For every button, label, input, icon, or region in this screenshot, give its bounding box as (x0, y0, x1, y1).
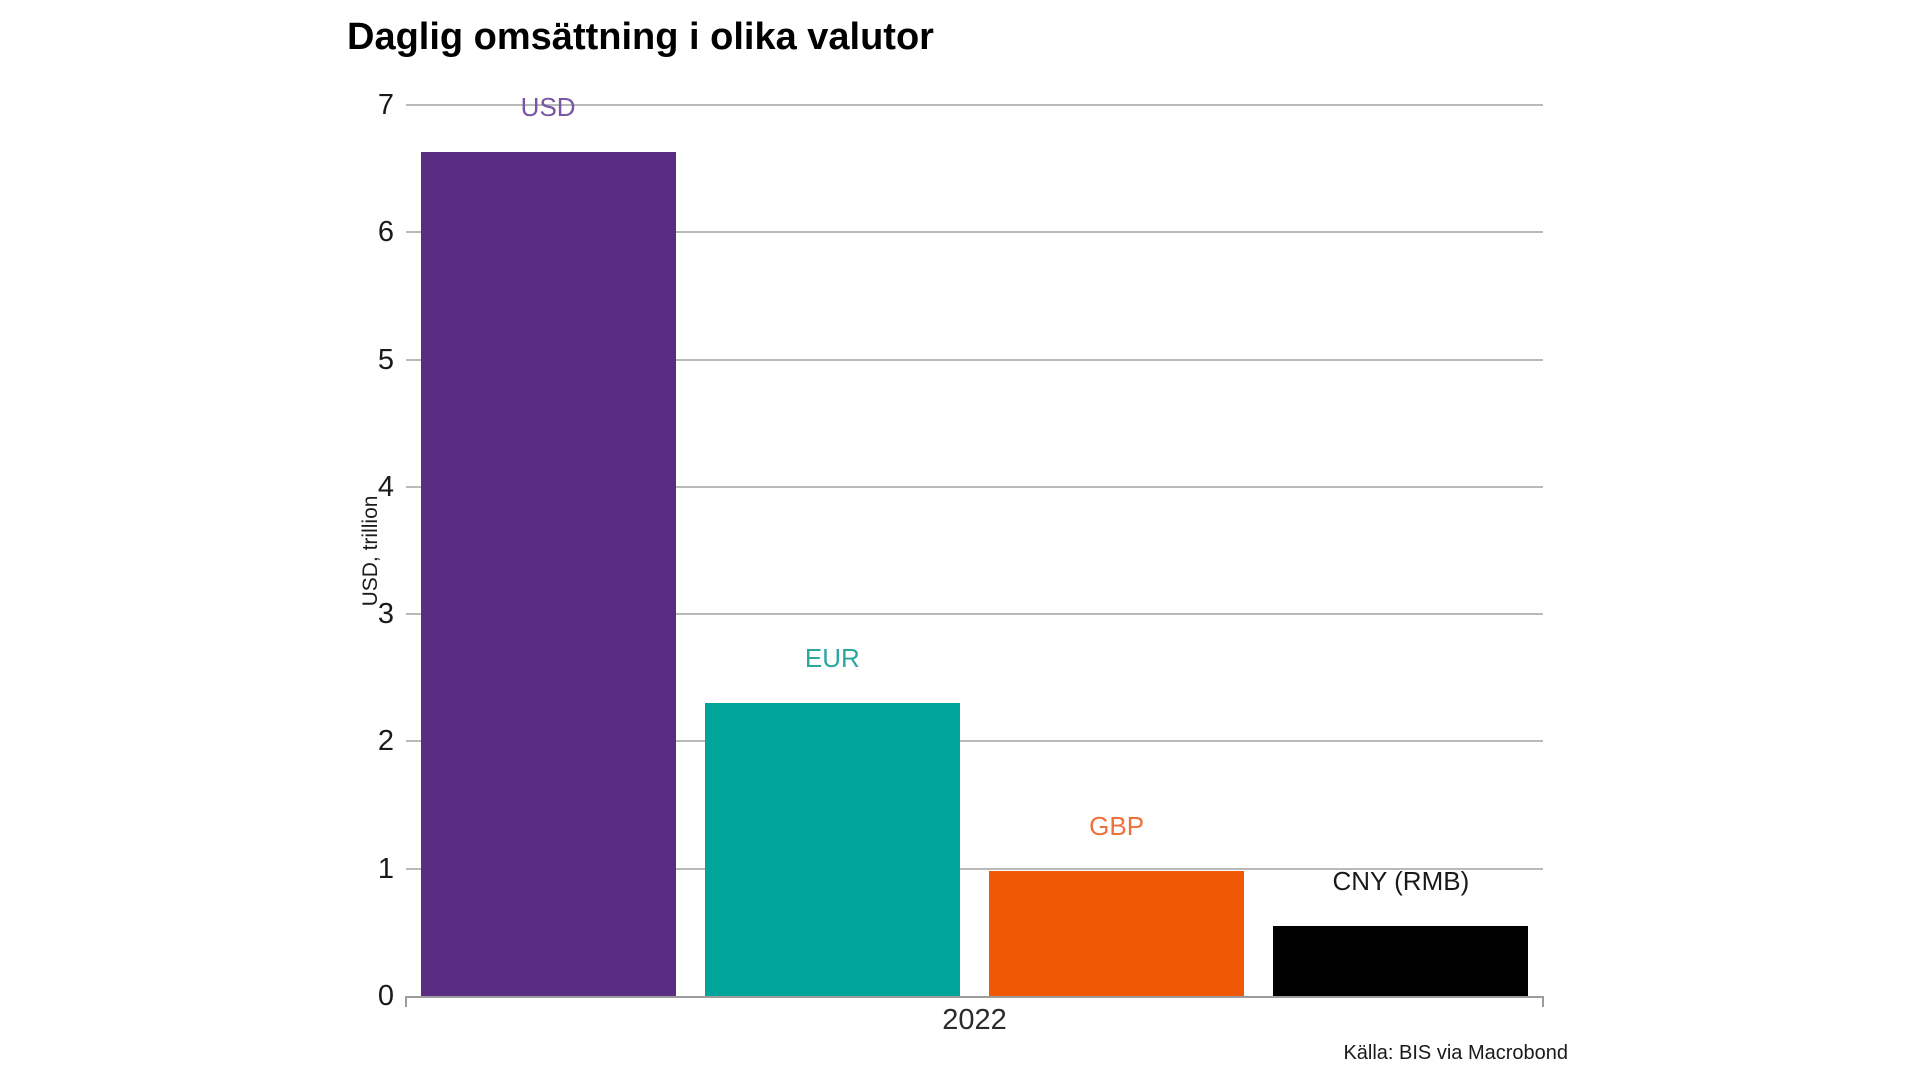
y-tick-label-0: 0 (377, 980, 394, 1012)
y-axis-title: USD, trillion (359, 495, 382, 607)
axis-end-tick-left (405, 997, 407, 1007)
bar-cny-rmb (1273, 926, 1529, 996)
y-tick-label-1: 1 (377, 852, 394, 885)
bar-label-cny-rmb: CNY (RMB) (1332, 866, 1470, 896)
gridline-4 (406, 485, 1543, 488)
bar-gbp (989, 871, 1245, 996)
bar-eur (704, 703, 960, 996)
bar-label-usd: USD (520, 92, 576, 123)
y-tick-label-3: 3 (377, 598, 394, 631)
gridline-1 (406, 867, 1543, 870)
bar-usd (420, 152, 676, 996)
chart-title: Daglig omsättning i olika valutor (347, 16, 934, 58)
gridline-2 (406, 740, 1543, 743)
gridline-7 (406, 104, 1543, 106)
x-axis-label: 2022 (942, 1004, 1007, 1036)
gridline-3 (406, 613, 1543, 616)
y-tick-label-7: 7 (377, 89, 394, 121)
bar-label-gbp: GBP (1089, 811, 1145, 842)
y-tick-label-2: 2 (377, 725, 394, 758)
source-attribution: Källa: BIS via Macrobond (1343, 1042, 1568, 1064)
x-axis-line (405, 995, 1544, 998)
bar-label-eur: EUR (804, 643, 860, 674)
gridline-6 (406, 231, 1543, 234)
plot-area: 0 1 2 3 4 5 6 7 USD EUR GBP CNY (RMB) (378, 90, 1544, 1011)
y-tick-label-5: 5 (377, 343, 394, 376)
axis-end-tick-right (1542, 997, 1544, 1007)
y-tick-label-6: 6 (377, 216, 394, 249)
gridline-5 (406, 358, 1543, 361)
y-tick-label-4: 4 (377, 470, 394, 503)
